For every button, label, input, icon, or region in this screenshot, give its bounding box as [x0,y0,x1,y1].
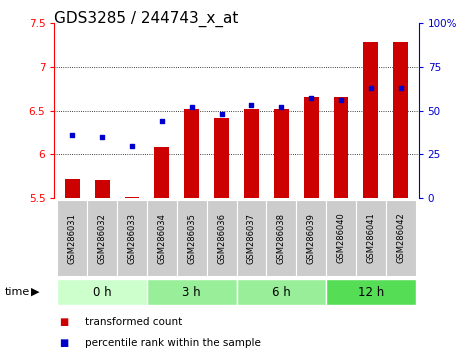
Text: ▶: ▶ [31,287,39,297]
Text: GSM286038: GSM286038 [277,212,286,264]
Text: GSM286035: GSM286035 [187,213,196,263]
Text: percentile rank within the sample: percentile rank within the sample [85,338,261,348]
Text: time: time [5,287,30,297]
Bar [177,200,207,276]
Bar [184,109,199,198]
Bar [326,279,416,305]
Text: 3 h: 3 h [183,286,201,298]
Bar [147,279,236,305]
Point [397,85,404,91]
Bar [274,109,289,198]
Text: GSM286032: GSM286032 [97,213,106,263]
Bar [154,147,169,198]
Bar [117,200,147,276]
Text: GSM286037: GSM286037 [247,212,256,264]
Bar [363,42,378,198]
Bar [87,200,117,276]
Point [367,85,375,91]
Point [188,104,195,110]
Point [128,143,136,149]
Text: GSM286031: GSM286031 [68,213,77,263]
Bar [304,97,319,198]
Bar [266,200,296,276]
Point [307,96,315,101]
Point [158,118,166,124]
Bar [326,200,356,276]
Point [218,111,225,117]
Text: GSM286042: GSM286042 [396,213,405,263]
Text: GSM286036: GSM286036 [217,212,226,264]
Bar [207,200,236,276]
Bar [333,97,349,198]
Text: GSM286033: GSM286033 [128,212,137,264]
Bar [147,200,177,276]
Bar [393,42,408,198]
Bar [386,200,416,276]
Point [248,103,255,108]
Text: 0 h: 0 h [93,286,112,298]
Bar [356,200,386,276]
Point [98,134,106,140]
Text: transformed count: transformed count [85,317,183,327]
Text: GSM286040: GSM286040 [336,213,345,263]
Text: ■: ■ [59,317,69,327]
Point [69,132,76,138]
Text: GSM286041: GSM286041 [367,213,376,263]
Bar [236,200,266,276]
Bar [65,179,80,198]
Bar [296,200,326,276]
Text: 6 h: 6 h [272,286,290,298]
Bar [244,109,259,198]
Text: GSM286039: GSM286039 [307,213,315,263]
Bar [57,200,87,276]
Point [337,97,345,103]
Point [278,104,285,110]
Text: GSM286034: GSM286034 [158,213,166,263]
Bar [95,180,110,198]
Bar [236,279,326,305]
Text: GDS3285 / 244743_x_at: GDS3285 / 244743_x_at [54,11,239,27]
Text: ■: ■ [59,338,69,348]
Bar [214,118,229,198]
Text: 12 h: 12 h [358,286,384,298]
Bar [57,279,147,305]
